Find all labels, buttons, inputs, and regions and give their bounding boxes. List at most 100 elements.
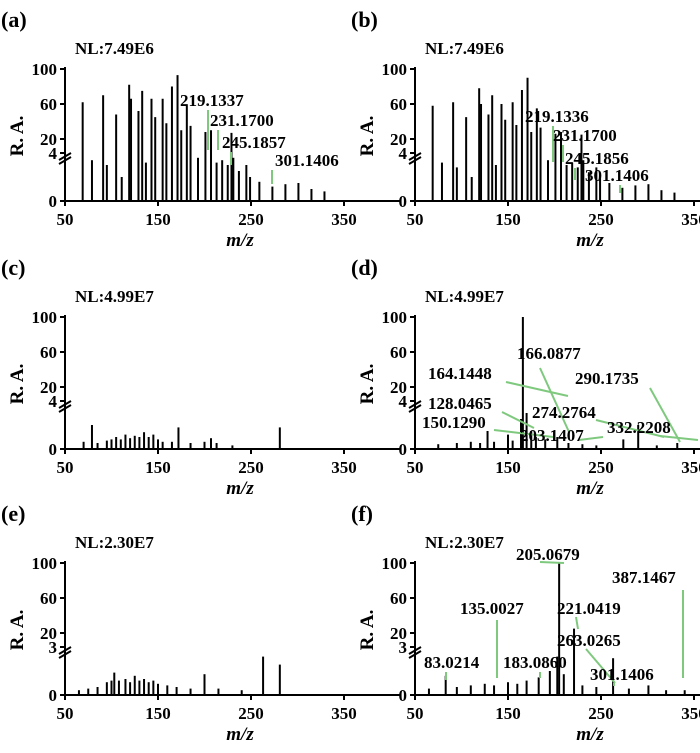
x-tick-label: 350	[331, 458, 357, 477]
x-tick-label: 150	[145, 210, 171, 229]
y-tick-label: 100	[382, 554, 408, 573]
x-tick-label: 50	[57, 210, 74, 229]
x-tick-label: 250	[238, 458, 264, 477]
x-tick-label: 150	[495, 210, 521, 229]
peak-annotation: 290.1735	[575, 369, 639, 388]
x-tick-label: 50	[57, 704, 74, 723]
normalization-level: NL:7.49E6	[425, 39, 504, 58]
x-tick-label: 50	[407, 458, 424, 477]
peak-annotation: 128.0465	[428, 394, 492, 413]
peak-annotation: 263.0265	[557, 631, 621, 650]
axis-break-mark	[408, 404, 422, 413]
x-tick-label: 150	[145, 704, 171, 723]
y-tick-label: 100	[32, 308, 58, 327]
x-tick-label: 50	[407, 210, 424, 229]
panel-d: (d) NL:4.99E7 0 420 60 100 R. A. 50 150 250 350 m/z…	[351, 255, 700, 499]
x-axis-label: m/z	[576, 724, 604, 745]
x-tick-label: 150	[495, 704, 521, 723]
y-tick-label: 20	[390, 624, 407, 643]
annotation-leader-line	[493, 429, 554, 438]
panel-label: (d)	[351, 255, 378, 280]
y-tick-label: 0	[399, 440, 408, 459]
normalization-level: NL:7.49E6	[75, 39, 154, 58]
axis-break-mark	[58, 404, 72, 413]
y-tick-label: 20	[40, 624, 57, 643]
x-tick-label: 250	[238, 704, 264, 723]
normalization-level: NL:2.30E7	[75, 533, 154, 552]
panel-a: (a) NL:7.49E6 0 420 60 100 R. A. 50 150 250 350 m/z…	[1, 7, 400, 251]
y-tick-label: 60	[40, 589, 57, 608]
annotation-leader-line	[649, 387, 681, 443]
panel-c: (c) NL:4.99E7 0 420 60 100 R. A. 50 150 250 350 m/z	[1, 255, 400, 499]
peak-annotation: 219.1337	[180, 91, 244, 110]
annotation-leader-line	[585, 648, 616, 684]
panel-label: (a)	[1, 7, 27, 32]
y-tick-label: 100	[32, 554, 58, 573]
peak-annotation: 245.1856	[565, 149, 629, 168]
peak-annotation: 274.2764	[532, 403, 596, 422]
axis-break-mark	[58, 156, 72, 165]
y-tick-label: 100	[382, 60, 408, 79]
peak-annotation: 166.0877	[517, 344, 581, 363]
annotation-leader-line	[595, 419, 665, 438]
annotation-leader-line	[659, 435, 699, 441]
y-tick-label: 60	[40, 343, 57, 362]
x-tick-label: 250	[588, 458, 614, 477]
y-tick-label: 0	[399, 192, 408, 211]
y-axis-label: R. A.	[7, 116, 28, 157]
y-tick-label: 4	[399, 392, 408, 411]
x-tick-label: 50	[57, 458, 74, 477]
y-tick-label: 4	[399, 144, 408, 163]
peak-annotation: 150.1290	[422, 413, 486, 432]
panel-b: (b) NL:7.49E6 0 420 60 100 R. A. 50 150 250 350 m/z…	[351, 7, 700, 251]
x-tick-label: 350	[331, 704, 357, 723]
peak-annotation: 183.0860	[503, 653, 567, 672]
y-axis-label: R. A.	[7, 364, 28, 405]
y-tick-label: 100	[32, 60, 58, 79]
y-tick-label: 0	[49, 440, 58, 459]
y-axis-label: R. A.	[7, 610, 28, 651]
x-tick-label: 350	[681, 704, 700, 723]
peak-annotation: 231.1700	[553, 126, 617, 145]
axis-break-mark	[58, 650, 72, 659]
axis-break-mark	[58, 400, 72, 409]
y-tick-label: 20	[390, 130, 407, 149]
panel-e: (e) NL:2.30E7 0 320 60 100 R. A. 50 150 250 350 m/z	[1, 501, 400, 745]
peak-annotation: 245.1857	[222, 133, 286, 152]
annotation-leader-line	[575, 616, 579, 630]
panel-label: (b)	[351, 7, 378, 32]
x-tick-label: 350	[331, 210, 357, 229]
x-axis-label: m/z	[576, 230, 604, 251]
y-tick-label: 0	[399, 686, 408, 705]
panel-label: (e)	[1, 501, 25, 526]
peak-annotation: 231.1700	[210, 111, 274, 130]
peak-annotation: 301.1406	[275, 151, 339, 170]
annotation-leader-line	[539, 367, 570, 433]
peak-annotation: 135.0027	[460, 599, 524, 618]
x-axis-label: m/z	[226, 230, 254, 251]
y-tick-label: 20	[40, 130, 57, 149]
y-tick-label: 0	[49, 192, 58, 211]
y-tick-label: 60	[40, 95, 57, 114]
peak-annotation: 332.2208	[607, 418, 671, 437]
peak-annotation: 219.1336	[525, 107, 589, 126]
y-tick-label: 60	[390, 95, 407, 114]
y-tick-label: 3	[399, 638, 408, 657]
peak-annotation: 205.0679	[516, 545, 580, 564]
panel-label: (c)	[1, 255, 25, 280]
peak-annotation: 301.1406	[590, 665, 654, 684]
x-tick-label: 250	[238, 210, 264, 229]
peak-annotation: 387.1467	[612, 568, 676, 587]
peak-annotation: 203.1407	[520, 426, 584, 445]
x-axis-label: m/z	[576, 478, 604, 499]
axis-break-mark	[58, 646, 72, 655]
normalization-level: NL:4.99E7	[425, 287, 504, 306]
peak-annotation: 301.1406	[585, 166, 649, 185]
annotation-leader-line	[539, 561, 565, 564]
y-axis-label: R. A.	[357, 116, 378, 157]
annotation-leader-line	[578, 436, 604, 441]
y-tick-label: 20	[390, 378, 407, 397]
y-axis-label: R. A.	[357, 610, 378, 651]
x-tick-label: 50	[407, 704, 424, 723]
